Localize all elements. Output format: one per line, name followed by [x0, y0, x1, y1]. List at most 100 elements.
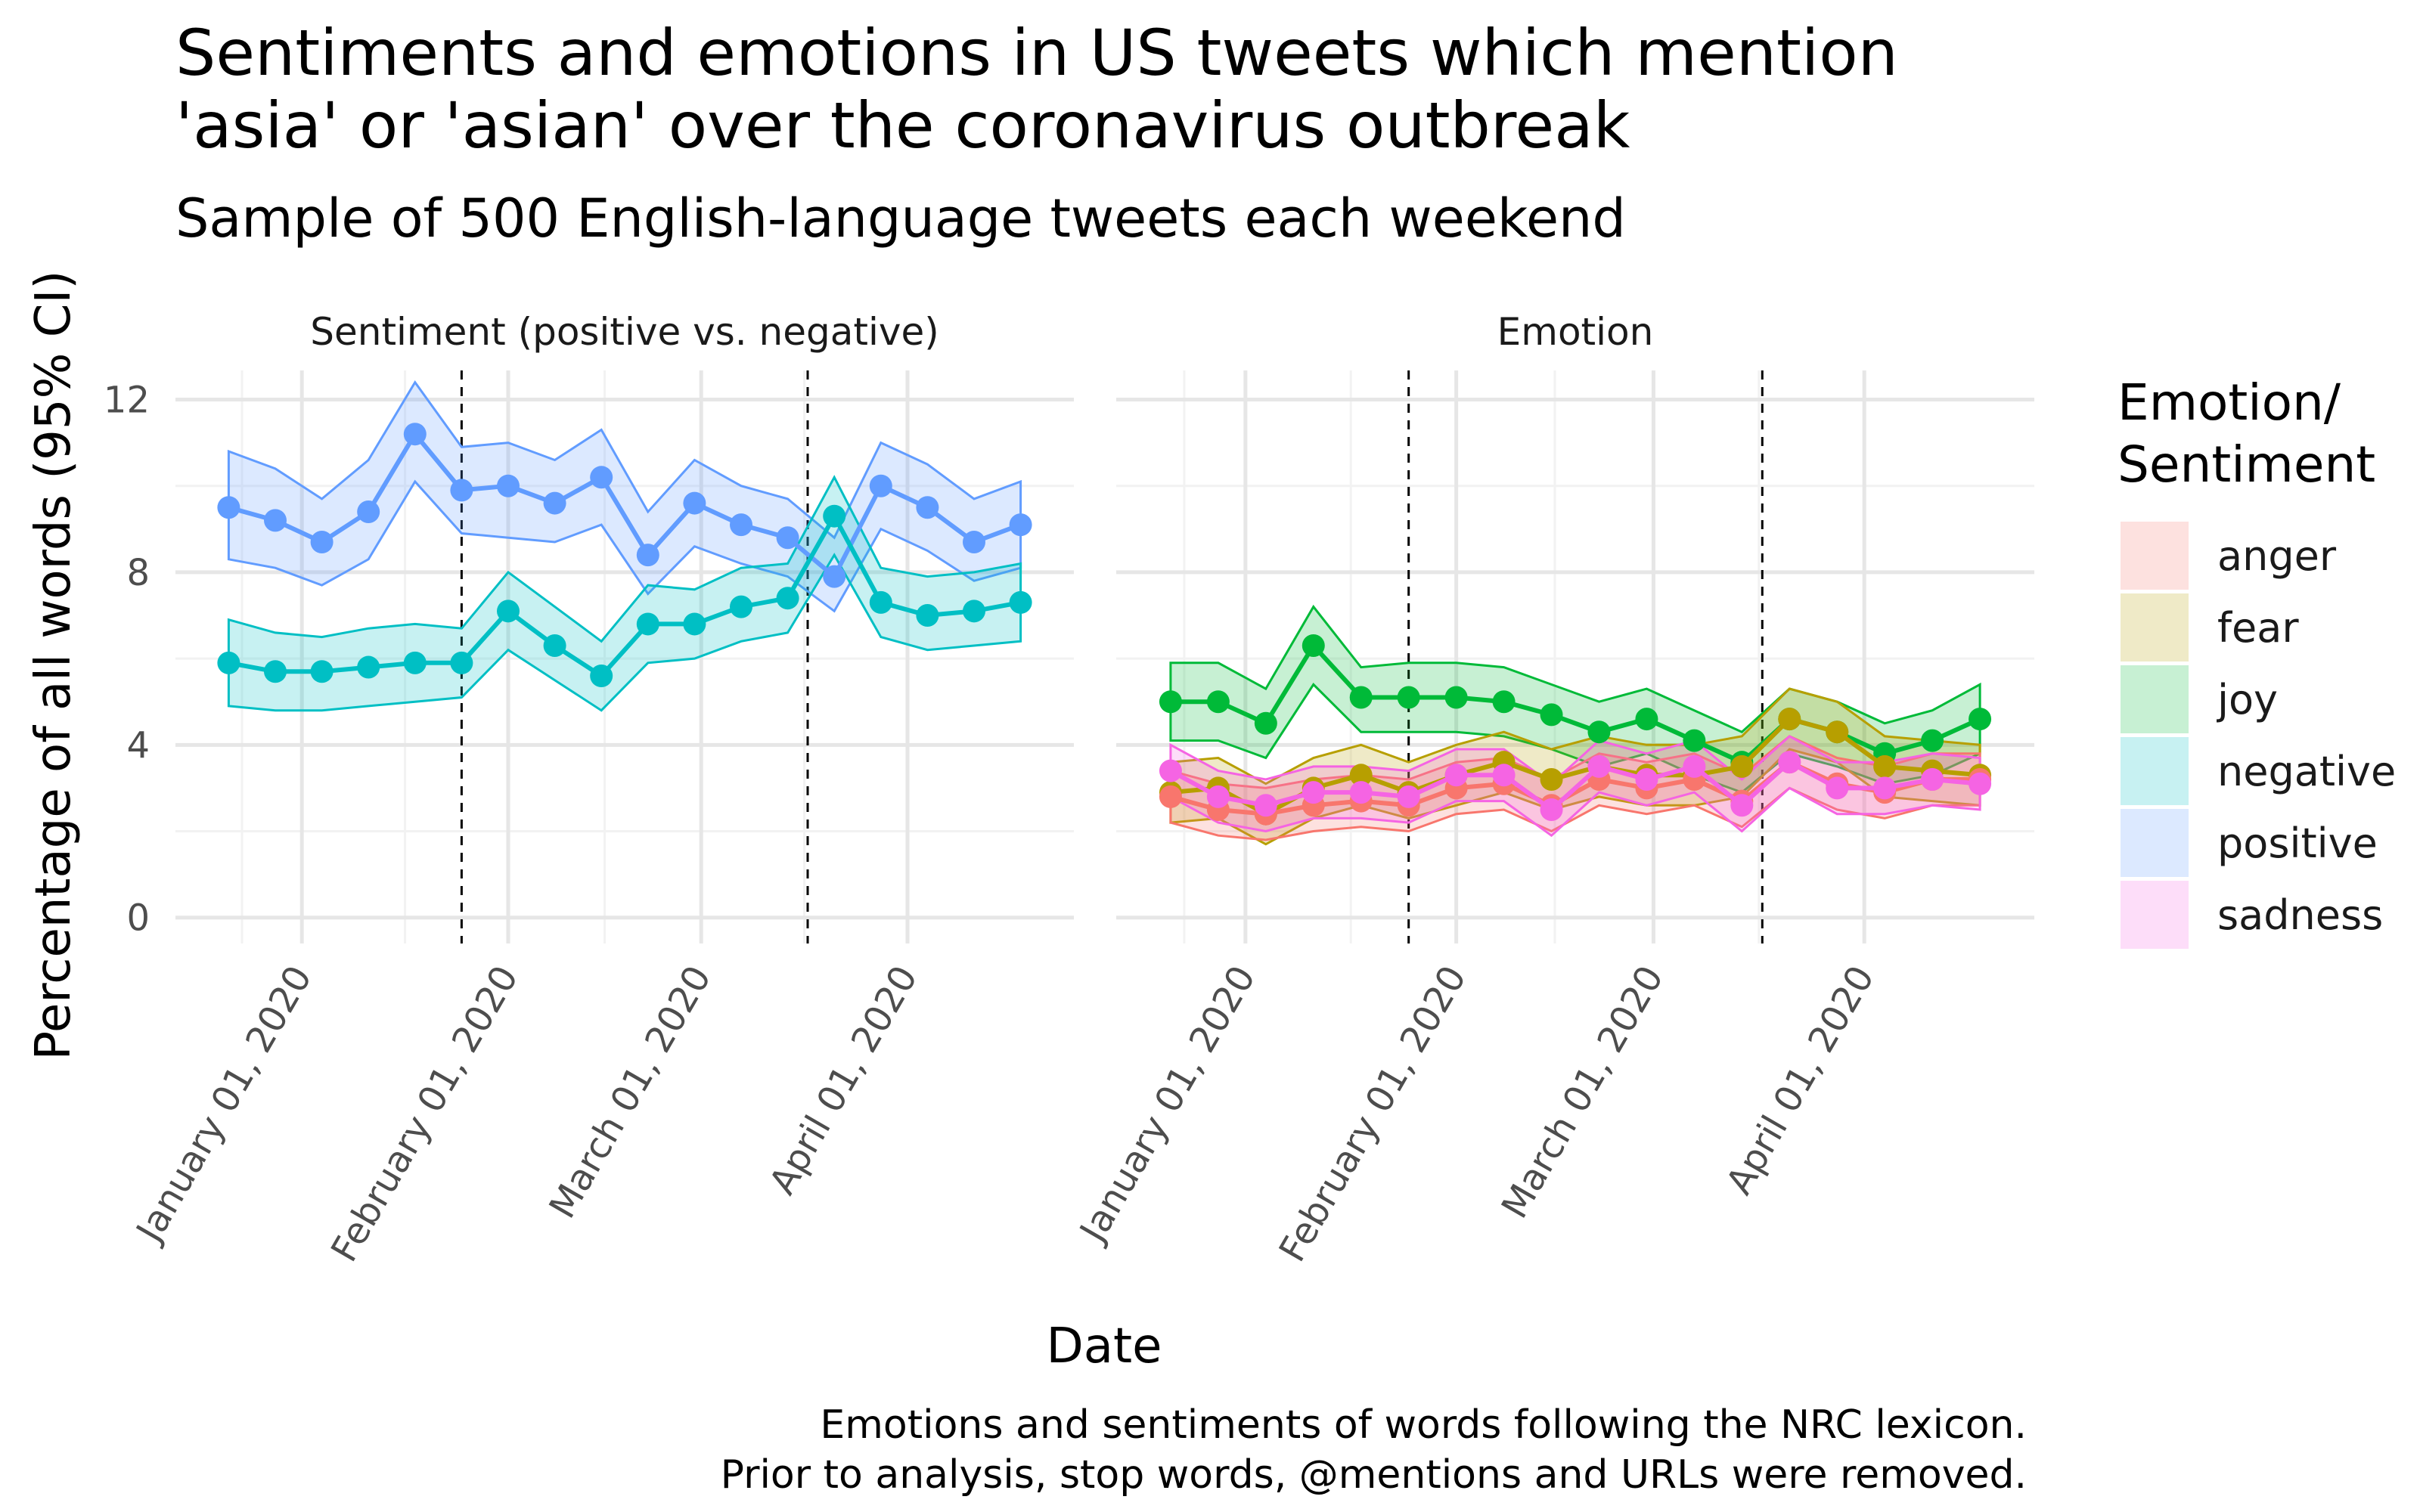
data-point-fear	[1778, 708, 1801, 731]
data-point-joy	[1969, 708, 1992, 731]
data-point-fear	[1730, 754, 1754, 778]
data-point-negative	[823, 504, 846, 528]
data-point-joy	[1302, 634, 1325, 657]
y-tick-label: 12	[104, 380, 150, 422]
x-tick-label: February 01, 2020	[1271, 959, 1475, 1269]
data-point-joy	[1635, 708, 1658, 731]
data-point-sadness	[1206, 785, 1230, 808]
legend-swatch-positive	[2121, 809, 2189, 877]
data-point-joy	[1206, 690, 1230, 714]
data-point-joy	[1540, 703, 1563, 727]
data-point-positive	[357, 500, 380, 523]
data-point-sadness	[1254, 794, 1277, 817]
x-tick-label: February 01, 2020	[323, 959, 526, 1269]
data-point-positive	[683, 491, 706, 515]
panel-sentiment: Sentiment (positive vs. negative) January…	[104, 310, 1074, 1269]
data-point-sadness	[1826, 776, 1849, 800]
data-point-positive	[217, 496, 240, 519]
data-point-positive	[1009, 513, 1032, 537]
data-point-joy	[1159, 690, 1182, 714]
data-point-sadness	[1397, 785, 1420, 808]
x-tick-label: April 01, 2020	[762, 959, 926, 1201]
x-tick-label: January 01, 2020	[127, 959, 320, 1251]
data-point-sadness	[1921, 768, 1944, 792]
data-point-positive	[450, 479, 473, 502]
data-point-negative	[683, 612, 706, 636]
data-point-anger	[1159, 785, 1182, 808]
data-point-positive	[869, 474, 892, 497]
legend-swatch-negative	[2121, 737, 2189, 805]
chart-subtitle: Sample of 500 English-language tweets ea…	[175, 187, 1626, 249]
legend-label-joy: joy	[2217, 676, 2278, 723]
data-point-negative	[963, 600, 985, 623]
legend-item-joy: joy	[2121, 665, 2278, 733]
chart-title: Sentiments and emotions in US tweets whi…	[175, 16, 1898, 163]
data-point-sadness	[1302, 781, 1325, 804]
panel-strip-title: Emotion	[1497, 310, 1654, 354]
data-point-joy	[1683, 729, 1706, 752]
data-point-negative	[450, 651, 473, 674]
chart-caption: Emotions and sentiments of words followi…	[720, 1402, 2027, 1498]
legend-label-fear: fear	[2217, 604, 2299, 652]
x-tick-label: March 01, 2020	[541, 959, 719, 1225]
x-tick-label: April 01, 2020	[1718, 959, 1883, 1201]
data-point-negative	[264, 660, 287, 683]
data-point-fear	[1826, 720, 1849, 744]
legend-item-negative: negative	[2121, 737, 2396, 805]
data-point-positive	[823, 565, 846, 588]
x-axis-title: Date	[1047, 1318, 1162, 1374]
data-point-positive	[264, 509, 287, 532]
legend-label-negative: negative	[2217, 748, 2396, 795]
data-point-sadness	[1635, 768, 1658, 792]
y-tick-label: 8	[126, 552, 150, 594]
panel-emotion: Emotion January 01, 2020 February 01, 2020…	[1071, 310, 2034, 1269]
legend-swatch-joy	[2121, 665, 2189, 733]
data-point-sadness	[1159, 759, 1182, 782]
y-axis-title: Percentage of all words (95% CI)	[26, 271, 82, 1061]
legend-label-anger: anger	[2217, 532, 2337, 580]
data-point-positive	[636, 544, 659, 567]
y-tick-label: 0	[126, 897, 150, 940]
data-point-sadness	[1730, 794, 1754, 817]
data-point-positive	[776, 526, 799, 550]
data-point-joy	[1492, 690, 1516, 714]
x-tick-label: March 01, 2020	[1494, 959, 1672, 1225]
data-point-joy	[1349, 686, 1373, 709]
y-tick-label: 4	[126, 724, 150, 767]
data-point-negative	[543, 634, 566, 657]
legend-swatch-sadness	[2121, 881, 2189, 949]
data-point-negative	[730, 595, 752, 618]
data-point-positive	[916, 496, 939, 519]
data-point-joy	[1254, 711, 1277, 735]
data-point-positive	[403, 423, 427, 446]
data-point-joy	[1921, 729, 1944, 752]
data-point-sadness	[1969, 772, 1992, 795]
data-point-joy	[1444, 686, 1468, 709]
data-point-negative	[497, 600, 520, 623]
data-point-positive	[963, 530, 985, 553]
data-point-fear	[1540, 768, 1563, 792]
legend-swatch-anger	[2121, 522, 2189, 590]
legend-item-sadness: sadness	[2121, 881, 2383, 949]
data-point-positive	[590, 466, 613, 489]
data-point-positive	[497, 474, 520, 497]
data-point-fear	[1873, 754, 1897, 778]
data-point-positive	[310, 530, 334, 553]
legend-title: Sentiment	[2118, 435, 2375, 494]
data-point-joy	[1397, 686, 1420, 709]
data-point-negative	[869, 590, 892, 614]
legend-item-fear: fear	[2121, 593, 2299, 662]
data-point-negative	[310, 660, 334, 683]
x-tick-label: January 01, 2020	[1071, 959, 1264, 1251]
data-point-sadness	[1873, 776, 1897, 800]
data-point-fear	[1349, 764, 1373, 787]
panel-strip-title: Sentiment (positive vs. negative)	[310, 310, 939, 354]
data-point-negative	[1009, 590, 1032, 614]
data-point-negative	[357, 655, 380, 679]
data-point-positive	[730, 513, 752, 537]
data-point-sadness	[1492, 764, 1516, 787]
data-point-negative	[590, 664, 613, 687]
data-point-negative	[636, 612, 659, 636]
legend-label-sadness: sadness	[2217, 891, 2383, 939]
data-point-sadness	[1444, 764, 1468, 787]
